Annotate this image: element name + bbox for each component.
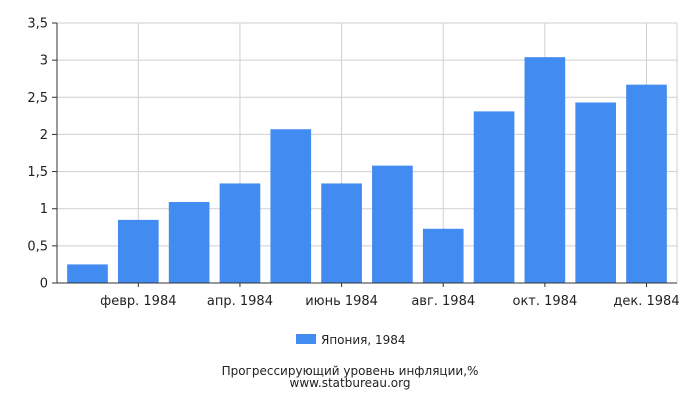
x-tick-label: авг. 1984 xyxy=(411,294,475,309)
legend: Япония, 1984 xyxy=(296,333,406,347)
bar xyxy=(219,183,261,283)
y-tick-label: 2 xyxy=(40,128,48,143)
bar xyxy=(372,165,413,283)
chart-title: Прогрессирующий уровень инфляции,% xyxy=(222,364,479,378)
bar xyxy=(67,264,108,283)
y-tick-label: 3 xyxy=(40,54,48,69)
y-tick-label: 0,5 xyxy=(27,239,48,254)
legend-swatch xyxy=(296,334,316,344)
x-tick-label: июнь 1984 xyxy=(305,294,378,309)
bar xyxy=(626,84,667,284)
x-tick-labels: февр. 1984 апр. 1984 июнь 1984 авг. 1984 окт… xyxy=(100,294,679,309)
y-tick-label: 1,5 xyxy=(27,165,48,180)
bar xyxy=(473,111,515,284)
x-tick-label: окт. 1984 xyxy=(513,294,578,309)
bar xyxy=(524,57,566,283)
source-label: www.statbureau.org xyxy=(290,376,411,390)
legend-label: Япония, 1984 xyxy=(321,333,406,347)
axes xyxy=(52,22,677,287)
x-tick-label: февр. 1984 xyxy=(100,294,176,309)
x-tick-label: дек. 1984 xyxy=(613,294,679,309)
x-tick-label: апр. 1984 xyxy=(207,294,273,309)
bar xyxy=(117,219,159,283)
y-tick-label: 1 xyxy=(40,202,48,217)
y-tick-label: 3,5 xyxy=(27,17,48,32)
bar xyxy=(422,228,464,283)
y-tick-label: 2,5 xyxy=(27,91,48,106)
bar xyxy=(168,202,210,283)
bar xyxy=(575,102,617,283)
bars xyxy=(67,57,667,284)
y-tick-label: 0 xyxy=(40,277,48,292)
bar xyxy=(270,129,312,283)
y-tick-labels: 0 0,5 1 1,5 2 2,5 3 3,5 xyxy=(27,17,48,292)
bar xyxy=(321,183,362,283)
